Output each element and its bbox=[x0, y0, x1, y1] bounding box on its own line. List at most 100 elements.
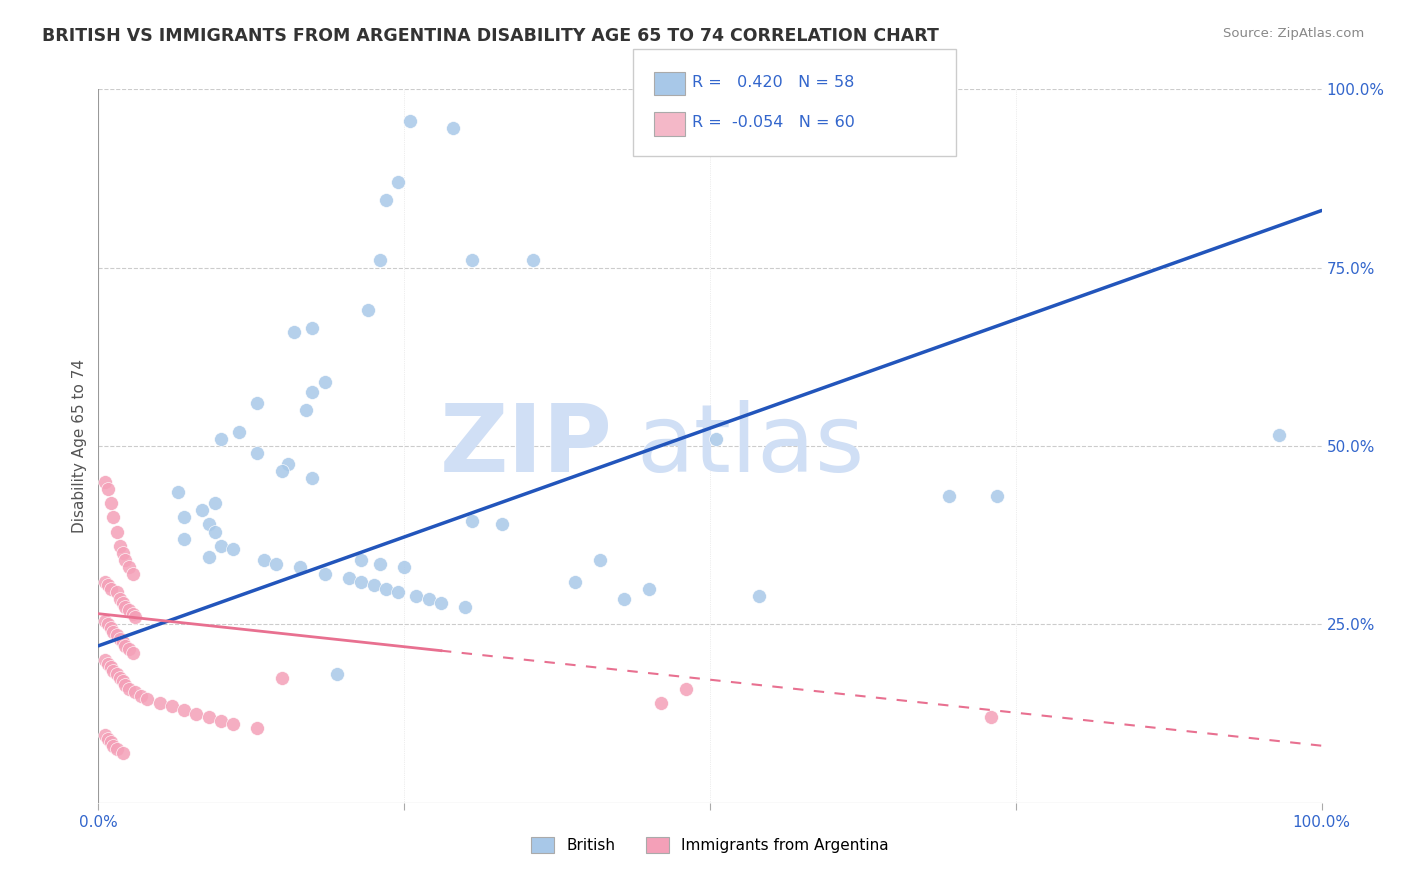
Point bbox=[704, 432, 727, 446]
Legend: British, Immigrants from Argentina: British, Immigrants from Argentina bbox=[526, 831, 894, 859]
Point bbox=[100, 621, 122, 635]
Point bbox=[222, 717, 245, 731]
Point bbox=[374, 193, 396, 207]
Point bbox=[110, 632, 132, 646]
Point bbox=[124, 610, 146, 624]
Point bbox=[246, 446, 269, 460]
Point bbox=[986, 489, 1008, 503]
Point bbox=[93, 614, 115, 628]
Point bbox=[197, 710, 219, 724]
Point bbox=[228, 425, 250, 439]
Point bbox=[118, 603, 141, 617]
Point bbox=[101, 739, 124, 753]
Point bbox=[105, 742, 128, 756]
Point bbox=[105, 667, 128, 681]
Point bbox=[209, 432, 232, 446]
Point bbox=[314, 567, 336, 582]
Text: Source: ZipAtlas.com: Source: ZipAtlas.com bbox=[1223, 27, 1364, 40]
Point bbox=[124, 685, 146, 699]
Y-axis label: Disability Age 65 to 74: Disability Age 65 to 74 bbox=[72, 359, 87, 533]
Point bbox=[186, 706, 208, 721]
Point bbox=[97, 482, 120, 496]
Point bbox=[118, 642, 141, 657]
Point bbox=[980, 710, 1002, 724]
Point bbox=[110, 671, 132, 685]
Point bbox=[110, 539, 132, 553]
Point bbox=[93, 728, 115, 742]
Point bbox=[675, 681, 697, 696]
Point bbox=[118, 681, 141, 696]
Point bbox=[118, 560, 141, 574]
Point bbox=[270, 464, 294, 478]
Point bbox=[374, 582, 396, 596]
Point bbox=[301, 385, 323, 400]
Point bbox=[350, 553, 373, 567]
Point bbox=[246, 396, 269, 410]
Point bbox=[441, 121, 464, 136]
Point bbox=[277, 457, 299, 471]
Point bbox=[613, 592, 636, 607]
Point bbox=[638, 582, 661, 596]
Point bbox=[295, 403, 318, 417]
Point bbox=[209, 714, 232, 728]
Point bbox=[121, 567, 143, 582]
Point bbox=[114, 639, 136, 653]
Point bbox=[173, 532, 195, 546]
Point bbox=[93, 574, 115, 589]
Point bbox=[460, 514, 482, 528]
Point bbox=[350, 574, 373, 589]
Point bbox=[121, 646, 143, 660]
Point bbox=[204, 496, 226, 510]
Point bbox=[111, 635, 134, 649]
Point bbox=[246, 721, 269, 735]
Point bbox=[301, 471, 323, 485]
Point bbox=[197, 517, 219, 532]
Point bbox=[564, 574, 586, 589]
Point bbox=[387, 585, 409, 599]
Point bbox=[110, 592, 132, 607]
Point bbox=[264, 557, 287, 571]
Point bbox=[326, 667, 349, 681]
Point bbox=[111, 674, 134, 689]
Point bbox=[650, 696, 672, 710]
Point bbox=[121, 607, 143, 621]
Point bbox=[270, 671, 294, 685]
Point bbox=[368, 557, 391, 571]
Point bbox=[191, 503, 214, 517]
Point bbox=[100, 735, 122, 749]
Point bbox=[301, 321, 323, 335]
Point bbox=[314, 375, 336, 389]
Point bbox=[136, 692, 159, 706]
Point bbox=[97, 731, 120, 746]
Text: R =   0.420   N = 58: R = 0.420 N = 58 bbox=[692, 76, 853, 90]
Point bbox=[100, 582, 122, 596]
Point bbox=[93, 475, 115, 489]
Point bbox=[368, 253, 391, 268]
Text: ZIP: ZIP bbox=[439, 400, 612, 492]
Text: atlas: atlas bbox=[637, 400, 865, 492]
Point bbox=[167, 485, 190, 500]
Point bbox=[100, 660, 122, 674]
Point bbox=[399, 114, 422, 128]
Point bbox=[105, 628, 128, 642]
Point bbox=[204, 524, 226, 539]
Point bbox=[589, 553, 612, 567]
Point bbox=[160, 699, 183, 714]
Point bbox=[387, 175, 409, 189]
Point bbox=[97, 657, 120, 671]
Point bbox=[460, 253, 482, 268]
Point bbox=[209, 539, 232, 553]
Text: BRITISH VS IMMIGRANTS FROM ARGENTINA DISABILITY AGE 65 TO 74 CORRELATION CHART: BRITISH VS IMMIGRANTS FROM ARGENTINA DIS… bbox=[42, 27, 939, 45]
Point bbox=[197, 549, 219, 564]
Point bbox=[363, 578, 385, 592]
Point bbox=[392, 560, 416, 574]
Point bbox=[101, 664, 124, 678]
Point bbox=[97, 617, 120, 632]
Point bbox=[748, 589, 770, 603]
Point bbox=[105, 585, 128, 599]
Point bbox=[114, 553, 136, 567]
Point bbox=[222, 542, 245, 557]
Point bbox=[129, 689, 152, 703]
Point bbox=[283, 325, 305, 339]
Point bbox=[101, 624, 124, 639]
